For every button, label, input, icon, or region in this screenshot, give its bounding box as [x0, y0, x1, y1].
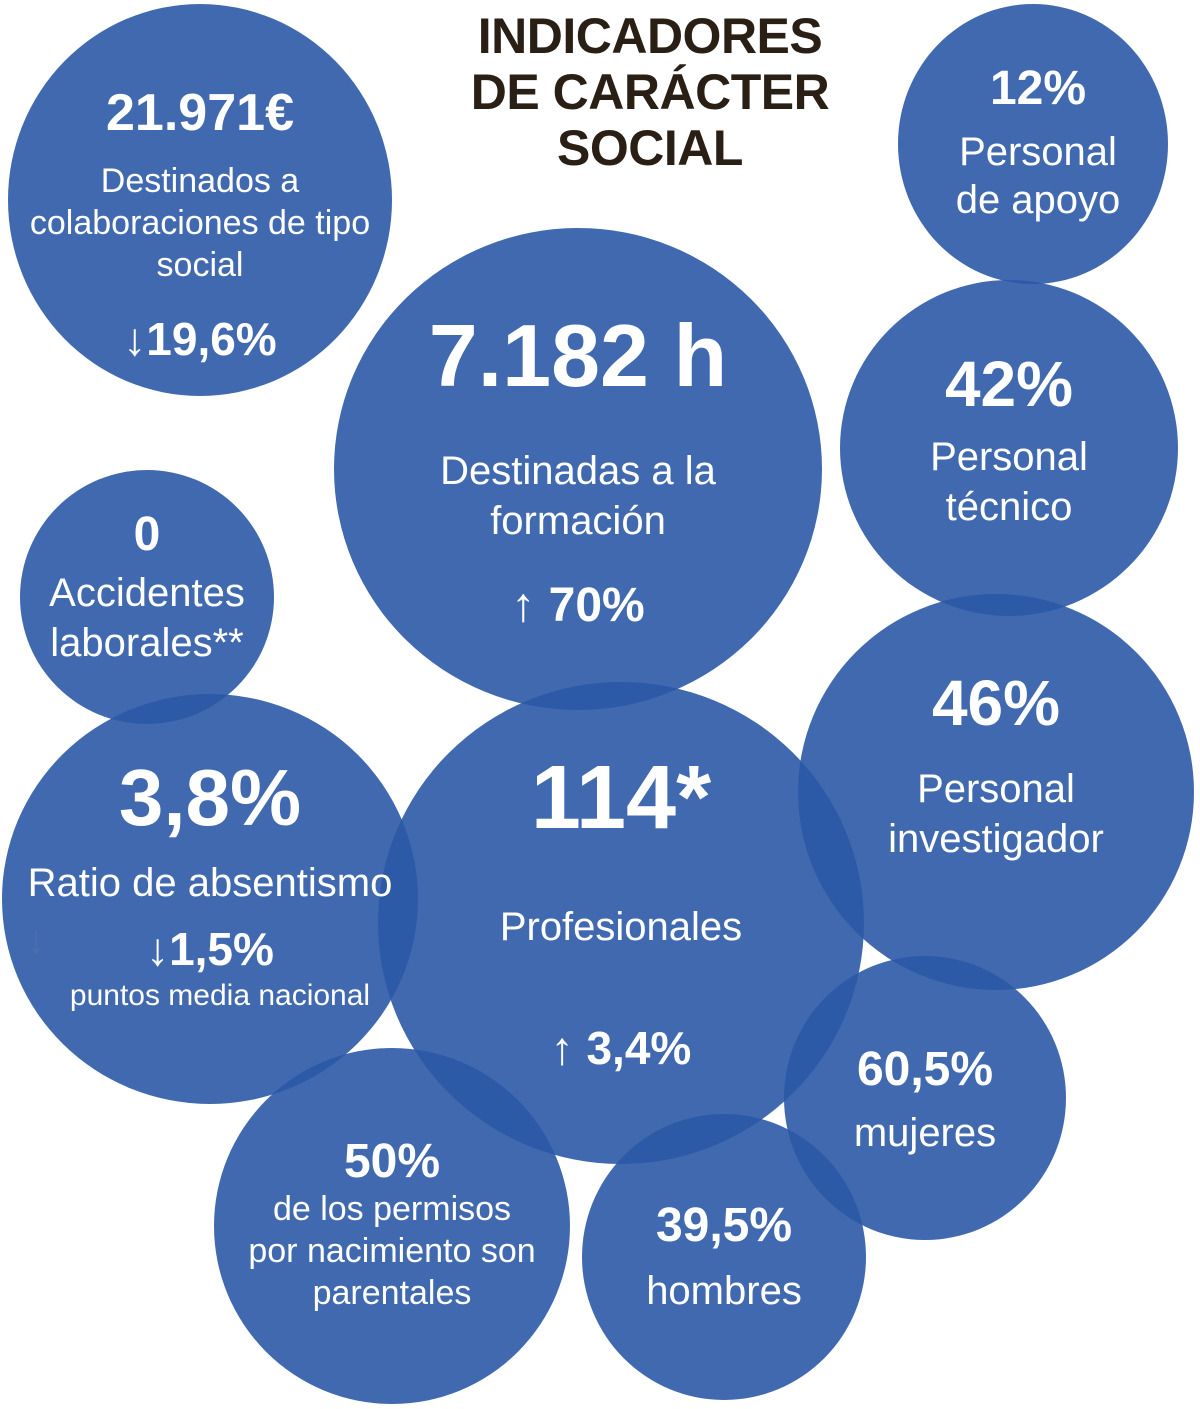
colaboraciones-label-line-1: Destinados a: [100, 162, 300, 200]
formacion-label-line-2: formación: [490, 499, 666, 543]
colaboraciones-label-line-3: social: [156, 246, 244, 284]
absentismo-value: 3,8%: [118, 753, 302, 842]
tecnico-label-line-1: Personal: [930, 435, 1088, 479]
accidentes-label-line-2: laborales**: [50, 621, 244, 665]
title-line-3: SOCIAL: [557, 120, 743, 176]
permisos-label: de los permisos por nacimiento son paren…: [214, 1188, 570, 1314]
accidentes-value: 0: [133, 508, 161, 561]
investigador-label: Personal investigador: [798, 764, 1194, 864]
bubble-apoyo: [898, 4, 1168, 284]
accidentes-label: Accidentes laborales**: [20, 568, 274, 668]
investigador-label-line-1: Personal: [917, 767, 1075, 811]
bubble-hombres: [582, 1114, 866, 1400]
hombres-value: 39,5%: [655, 1199, 793, 1252]
mujeres-value: 60,5%: [856, 1043, 994, 1096]
tecnico-label: Personal técnico: [840, 432, 1178, 532]
apoyo-label-line-1: Personal: [959, 130, 1117, 174]
permisos-label-line-3: parentales: [312, 1274, 472, 1312]
colaboraciones-label-line-2: colaboraciones de tipo: [29, 204, 371, 242]
permisos-label-line-1: de los permisos: [272, 1190, 512, 1228]
bubble-formacion: [334, 228, 822, 710]
investigador-value: 46%: [931, 667, 1061, 739]
colaboraciones-change: ↓19,6%: [123, 313, 277, 365]
title-line-1: INDICADORES: [477, 8, 823, 64]
faded-arrow-down-icon: ↓: [26, 918, 46, 962]
apoyo-value: 12%: [989, 62, 1087, 115]
profesionales-value: 114*: [530, 748, 712, 848]
absentismo-note: puntos media nacional: [69, 979, 371, 1012]
bubble-investigador: [798, 594, 1194, 990]
title-line-2: DE CARÁCTER: [470, 64, 830, 120]
apoyo-label: Personal de apoyo: [898, 128, 1178, 224]
profesionales-label: Profesionales: [499, 905, 743, 949]
tecnico-label-line-2: técnico: [945, 485, 1073, 529]
bubble-colaboraciones: [8, 4, 392, 396]
absentismo-change: ↓1,5%: [146, 923, 274, 975]
formacion-label: Destinadas a la formación: [334, 446, 822, 546]
profesionales-change: ↑ 3,4%: [550, 1022, 692, 1074]
investigador-label-line-2: investigador: [888, 817, 1104, 861]
permisos-value: 50%: [343, 1135, 441, 1188]
page-title: INDICADORES DE CARÁCTER SOCIAL: [430, 8, 870, 176]
accidentes-label-line-1: Accidentes: [49, 571, 245, 615]
bubble-tecnico: [840, 280, 1178, 616]
mujeres-label: mujeres: [853, 1111, 997, 1155]
formacion-value: 7.182 h: [428, 306, 728, 405]
bubble-accidentes: [20, 470, 274, 724]
formacion-change: ↑ 70%: [511, 579, 645, 632]
absentismo-label: Ratio de absentismo: [27, 861, 393, 905]
permisos-label-line-2: por nacimiento son: [248, 1232, 536, 1270]
bubble-permisos: [214, 1048, 570, 1404]
apoyo-label-line-2: de apoyo: [955, 178, 1121, 222]
bubble-absentismo: [2, 694, 418, 1104]
formacion-label-line-1: Destinadas a la: [440, 449, 716, 493]
hombres-label: hombres: [646, 1269, 802, 1313]
colaboraciones-value: 21.971€: [106, 84, 294, 142]
tecnico-value: 42%: [944, 348, 1074, 420]
colaboraciones-label: Destinados a colaboraciones de tipo soci…: [8, 160, 392, 286]
